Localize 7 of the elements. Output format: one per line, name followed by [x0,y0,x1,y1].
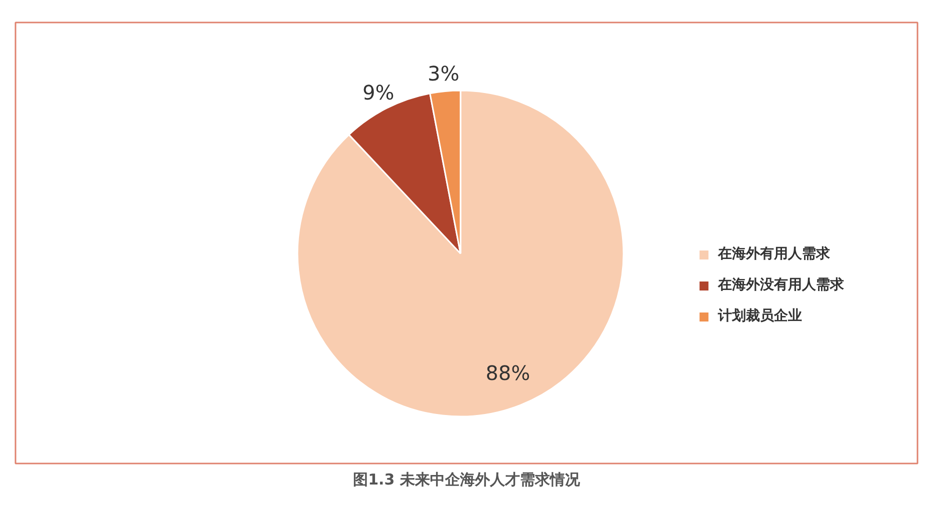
data-label: 88% [486,361,530,386]
legend-label: 在海外有用人需求 [718,245,830,263]
data-label: 9% [362,80,394,104]
legend-label: 在海外没有用人需求 [718,276,844,294]
data-label: 3% [428,61,460,86]
legend-label: 计划裁员企业 [718,307,802,325]
caption: 图1.3 未来中企海外人才需求情况 [353,470,581,488]
